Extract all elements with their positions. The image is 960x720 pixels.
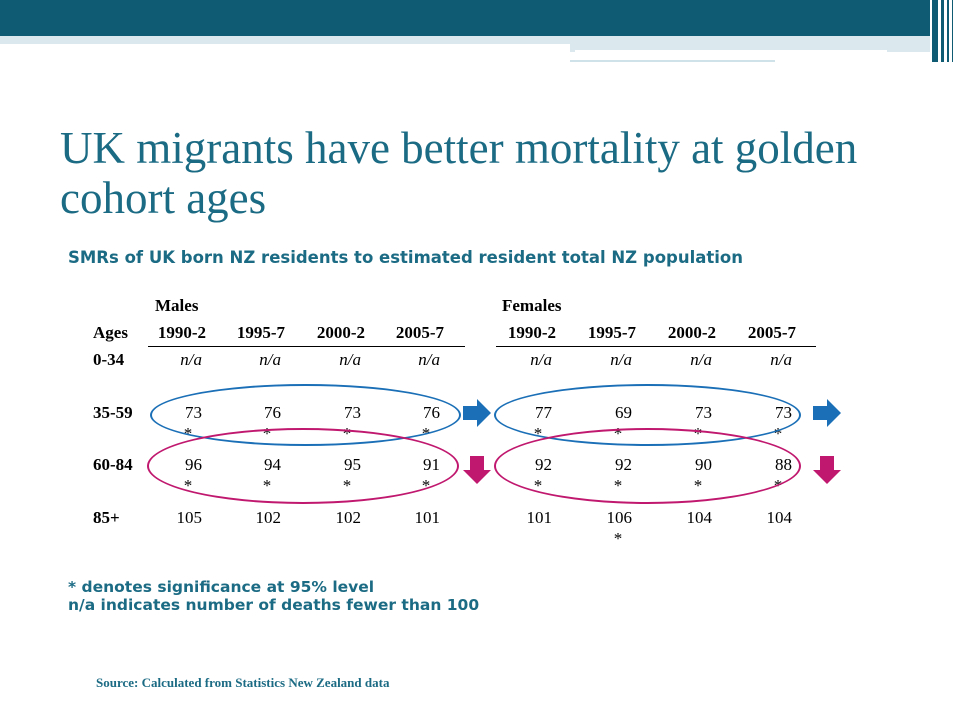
females-smr-cell: 101 bbox=[526, 508, 553, 527]
significance-note: * denotes significance at 95% level bbox=[68, 578, 375, 596]
header-stripe bbox=[0, 36, 570, 44]
age-group-label: 0-34 bbox=[93, 350, 125, 369]
females-group-label: Females bbox=[502, 296, 562, 315]
age-group-label: 60-84 bbox=[93, 455, 133, 474]
males-period-header: 1995-7 bbox=[236, 323, 285, 342]
slide-subtitle: SMRs of UK born NZ residents to estimate… bbox=[68, 248, 744, 267]
males-smr-cell: 102 bbox=[335, 508, 362, 527]
females-period-header: 1995-7 bbox=[587, 323, 636, 342]
header-stripe bbox=[570, 36, 930, 52]
females-period-header: 2005-7 bbox=[747, 323, 796, 342]
arrow-right-icon bbox=[813, 399, 841, 427]
males-smr-cell: n/a bbox=[418, 350, 440, 369]
females-period-header: 1990-2 bbox=[507, 323, 556, 342]
females-smr-cell: n/a bbox=[770, 350, 792, 369]
significance-marker: * bbox=[613, 529, 623, 548]
ages-column-header: Ages bbox=[93, 323, 128, 342]
header-accent-stripe bbox=[952, 0, 953, 62]
arrow-right-icon bbox=[463, 399, 491, 427]
source-note: Source: Calculated from Statistics New Z… bbox=[96, 675, 390, 690]
females-smr-cell: n/a bbox=[610, 350, 632, 369]
header-divider bbox=[575, 50, 887, 52]
na-note: n/a indicates number of deaths fewer tha… bbox=[68, 596, 480, 614]
males-period-header: 1990-2 bbox=[157, 323, 206, 342]
females-smr-cell: 106 bbox=[606, 508, 633, 527]
females-smr-cell: n/a bbox=[530, 350, 552, 369]
header-accent-stripe bbox=[932, 0, 938, 62]
age-group-label: 35-59 bbox=[93, 403, 133, 422]
header-accent-stripe bbox=[947, 0, 949, 62]
arrow-down-icon bbox=[463, 456, 491, 484]
slide-title: UK migrants have better mortality at gol… bbox=[60, 123, 858, 223]
females-smr-cell: 104 bbox=[766, 508, 793, 527]
males-smr-cell: 102 bbox=[255, 508, 282, 527]
males-smr-cell: n/a bbox=[339, 350, 361, 369]
age-group-label: 85+ bbox=[93, 508, 120, 527]
row-60-84-females-highlight bbox=[494, 428, 801, 504]
header-accent-stripe bbox=[941, 0, 944, 62]
males-group-label: Males bbox=[155, 296, 199, 315]
females-smr-cell: n/a bbox=[690, 350, 712, 369]
header-divider bbox=[570, 60, 775, 62]
females-period-header: 2000-2 bbox=[667, 323, 716, 342]
females-header-rule bbox=[496, 346, 816, 347]
males-period-header: 2005-7 bbox=[395, 323, 444, 342]
row-60-84-males-highlight bbox=[147, 428, 459, 504]
significance-marker: * bbox=[773, 424, 783, 443]
males-smr-cell: n/a bbox=[180, 350, 202, 369]
males-smr-cell: n/a bbox=[259, 350, 281, 369]
females-smr-cell: 104 bbox=[686, 508, 713, 527]
males-smr-cell: 105 bbox=[176, 508, 203, 527]
arrow-down-icon bbox=[813, 456, 841, 484]
males-period-header: 2000-2 bbox=[316, 323, 365, 342]
males-smr-cell: 101 bbox=[414, 508, 441, 527]
header-band bbox=[0, 0, 930, 36]
males-header-rule bbox=[148, 346, 465, 347]
